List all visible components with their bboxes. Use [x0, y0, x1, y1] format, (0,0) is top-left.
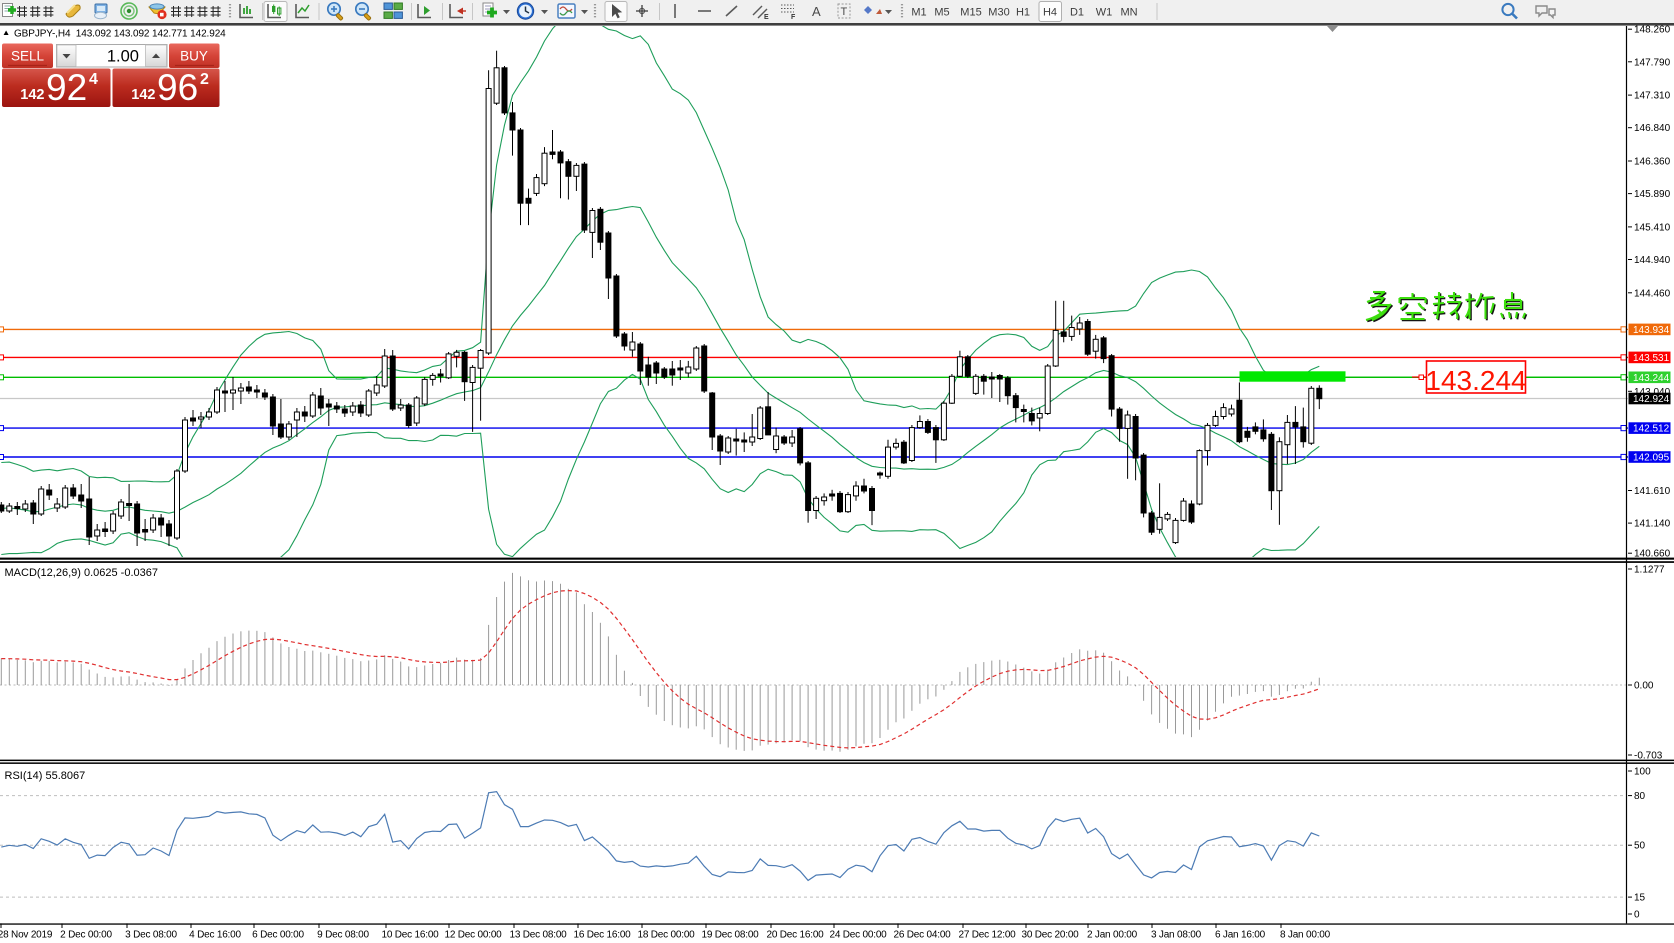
- svg-text:M5: M5: [934, 7, 949, 19]
- svg-text:RSI(14) 55.8067: RSI(14) 55.8067: [5, 770, 86, 782]
- svg-text:GBPJPY-,H4 143.092 143.092 14: GBPJPY-,H4 143.092 143.092 142.771 142.9…: [14, 29, 226, 40]
- svg-text:144.460: 144.460: [1634, 288, 1671, 299]
- svg-text:6 Jan 16:00: 6 Jan 16:00: [1215, 930, 1266, 941]
- svg-text:1.00: 1.00: [107, 48, 139, 66]
- svg-text:1.1277: 1.1277: [1634, 565, 1665, 576]
- svg-text:145.890: 145.890: [1634, 189, 1671, 200]
- svg-text:145.410: 145.410: [1634, 222, 1671, 233]
- svg-text:8 Jan 00:00: 8 Jan 00:00: [1280, 930, 1331, 941]
- svg-text:MN: MN: [1120, 7, 1137, 19]
- svg-text:SELL: SELL: [11, 49, 45, 64]
- svg-text:28 Nov 2019: 28 Nov 2019: [0, 930, 53, 941]
- svg-text:80: 80: [1634, 791, 1646, 802]
- svg-text:15: 15: [1634, 893, 1646, 904]
- svg-text:A: A: [812, 4, 821, 19]
- svg-text:142: 142: [131, 87, 155, 103]
- svg-text:20 Dec 16:00: 20 Dec 16:00: [766, 930, 824, 941]
- svg-text:147.790: 147.790: [1634, 57, 1671, 68]
- svg-text:141.140: 141.140: [1634, 519, 1671, 530]
- svg-text:2 Dec 00:00: 2 Dec 00:00: [60, 930, 112, 941]
- svg-text:143.040: 143.040: [1634, 387, 1671, 398]
- svg-text:3 Dec 08:00: 3 Dec 08:00: [125, 930, 177, 941]
- svg-text:6 Dec 00:00: 6 Dec 00:00: [252, 930, 304, 941]
- svg-text:H1: H1: [1016, 7, 1030, 19]
- svg-text:24 Dec 00:00: 24 Dec 00:00: [829, 930, 887, 941]
- svg-text:27 Dec 12:00: 27 Dec 12:00: [958, 930, 1016, 941]
- svg-text:18 Dec 00:00: 18 Dec 00:00: [637, 930, 695, 941]
- svg-text:12 Dec 00:00: 12 Dec 00:00: [444, 930, 502, 941]
- svg-text:0.00: 0.00: [1634, 681, 1654, 692]
- svg-text:M30: M30: [988, 7, 1009, 19]
- svg-text:H4: H4: [1043, 7, 1057, 19]
- svg-text:M15: M15: [960, 7, 981, 19]
- svg-text:0: 0: [1634, 910, 1640, 921]
- svg-text:E: E: [764, 14, 769, 21]
- svg-text:26 Dec 04:00: 26 Dec 04:00: [893, 930, 951, 941]
- svg-text:144.940: 144.940: [1634, 255, 1671, 266]
- svg-text:MACD(12,26,9) 0.0625 -0.0367: MACD(12,26,9) 0.0625 -0.0367: [5, 567, 158, 579]
- svg-text:142: 142: [20, 87, 44, 103]
- svg-text:142.512: 142.512: [1633, 424, 1670, 435]
- svg-text:142.095: 142.095: [1633, 453, 1670, 464]
- svg-text:100: 100: [1634, 767, 1651, 778]
- svg-text:19 Dec 08:00: 19 Dec 08:00: [701, 930, 759, 941]
- svg-text:10 Dec 16:00: 10 Dec 16:00: [381, 930, 439, 941]
- svg-text:146.840: 146.840: [1634, 123, 1671, 134]
- svg-text:148.260: 148.260: [1634, 25, 1671, 36]
- svg-text:140.660: 140.660: [1634, 549, 1671, 560]
- svg-text:143.531: 143.531: [1633, 353, 1670, 364]
- svg-text:147.310: 147.310: [1634, 91, 1671, 102]
- svg-text:143.244: 143.244: [1633, 373, 1670, 384]
- svg-text:BUY: BUY: [180, 49, 208, 64]
- svg-text:92: 92: [46, 67, 87, 108]
- svg-text:3 Jan 08:00: 3 Jan 08:00: [1151, 930, 1202, 941]
- svg-text:146.360: 146.360: [1634, 157, 1671, 168]
- svg-text:143.934: 143.934: [1633, 325, 1670, 336]
- svg-text:F: F: [791, 14, 796, 21]
- svg-text:9 Dec 08:00: 9 Dec 08:00: [317, 930, 369, 941]
- svg-text:96: 96: [157, 67, 198, 108]
- svg-text:D1: D1: [1070, 7, 1084, 19]
- svg-text:30 Dec 20:00: 30 Dec 20:00: [1021, 930, 1079, 941]
- svg-text:-0.703: -0.703: [1634, 751, 1663, 762]
- svg-text:141.610: 141.610: [1634, 486, 1671, 497]
- svg-text:2 Jan 00:00: 2 Jan 00:00: [1087, 930, 1138, 941]
- svg-text:2: 2: [200, 71, 209, 88]
- svg-text:4: 4: [89, 71, 98, 88]
- svg-text:T: T: [841, 6, 848, 18]
- svg-text:50: 50: [1634, 841, 1646, 852]
- svg-text:4 Dec 16:00: 4 Dec 16:00: [189, 930, 241, 941]
- svg-text:142.924: 142.924: [1633, 394, 1670, 405]
- svg-text:W1: W1: [1096, 7, 1113, 19]
- svg-text:16 Dec 16:00: 16 Dec 16:00: [573, 930, 631, 941]
- svg-text:M1: M1: [911, 7, 926, 19]
- svg-text:13 Dec 08:00: 13 Dec 08:00: [509, 930, 567, 941]
- svg-text:143.244: 143.244: [1425, 365, 1526, 396]
